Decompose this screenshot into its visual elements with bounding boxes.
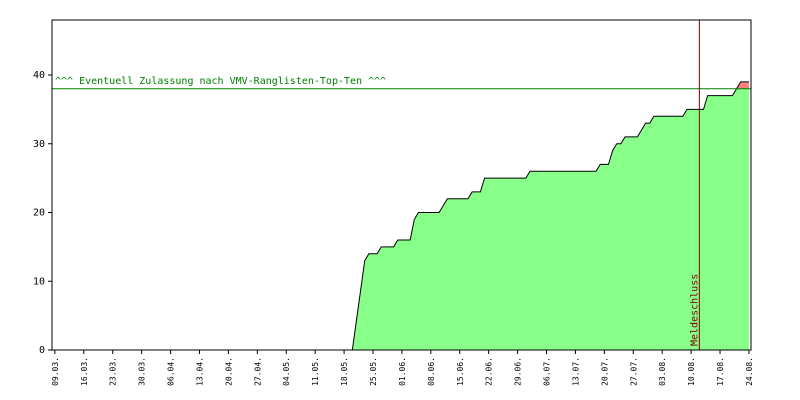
x-tick-label: 06.07. [543, 357, 552, 386]
x-tick-label: 15.06. [456, 357, 465, 386]
x-tick-label: 11.05. [311, 357, 320, 386]
y-tick-label: 30 [33, 139, 45, 150]
x-tick-label: 18.05. [340, 357, 349, 386]
x-tick-label: 08.06. [427, 357, 436, 386]
marker-label: Meldeschluss [689, 274, 700, 346]
y-tick-label: 40 [33, 70, 45, 81]
y-tick-label: 0 [39, 345, 45, 356]
x-tick-label: 24.08. [745, 357, 754, 386]
area-fill [352, 88, 749, 350]
x-tick-label: 10.08. [687, 357, 696, 386]
x-tick-label: 13.04. [195, 357, 204, 386]
x-tick-label: 20.04. [224, 357, 233, 386]
threshold-label: ^^^ Eventuell Zulassung nach VMV-Ranglis… [55, 76, 386, 87]
x-tick-label: 30.03. [138, 357, 147, 386]
y-tick-label: 20 [33, 208, 45, 219]
x-tick-label: 22.06. [485, 357, 494, 386]
x-tick-label: 06.04. [167, 357, 176, 386]
x-tick-label: 13.07. [571, 357, 580, 386]
area-line [351, 81, 749, 351]
x-tick-label: 29.06. [514, 357, 523, 386]
x-tick-label: 23.03. [109, 357, 118, 386]
x-tick-label: 27.04. [253, 357, 262, 386]
x-tick-label: 16.03. [80, 357, 89, 386]
x-tick-label: 20.07. [600, 357, 609, 386]
x-tick-label: 17.08. [716, 357, 725, 386]
x-tick-label: 27.07. [629, 357, 638, 386]
x-tick-label: 03.08. [658, 357, 667, 386]
x-tick-label: 04.05. [282, 357, 291, 386]
x-tick-label: 25.05. [369, 357, 378, 386]
x-tick-label: 09.03. [51, 357, 60, 386]
x-tick-label: 01.06. [398, 357, 407, 386]
y-tick-label: 10 [33, 276, 45, 287]
